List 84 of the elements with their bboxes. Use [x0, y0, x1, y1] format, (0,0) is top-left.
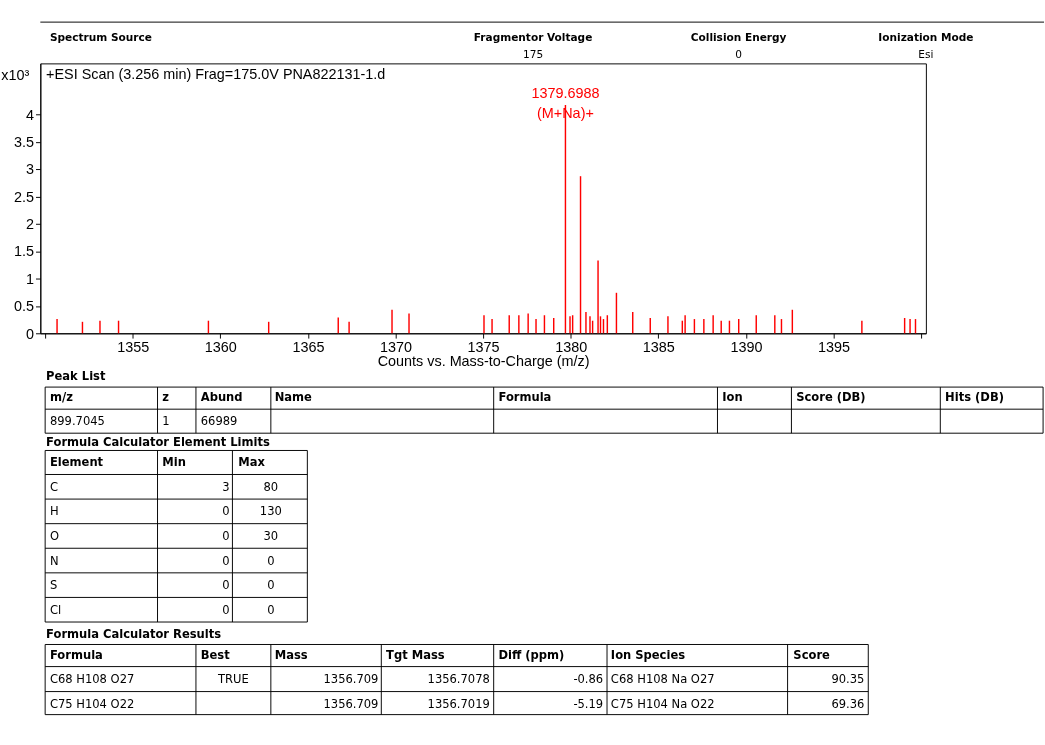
text: -5.19: [573, 696, 604, 711]
text: C75 H104 Na O22: [610, 696, 715, 711]
x-tick-label: 1365: [292, 339, 325, 356]
x-tick-label: 1355: [117, 339, 150, 356]
y-tick-label: 0.5: [14, 298, 35, 315]
text: 0: [222, 529, 230, 543]
text: 130: [259, 504, 282, 519]
text: Formula Calculator Element Limits: [46, 434, 270, 449]
text: 3: [222, 479, 230, 494]
text: Min: [162, 454, 186, 469]
y-tick-label: 3.5: [14, 133, 35, 150]
annotation: +ESI Scan (3.256 min) Frag=175.0V PNA822131-1.d: [46, 65, 386, 82]
y-tick-label: 1: [26, 270, 35, 287]
x-tick-label: 1360: [204, 339, 237, 356]
text: C75 H104 O22: [49, 696, 135, 711]
text: Diff (ppm): [498, 647, 565, 662]
text: O: [49, 529, 60, 543]
text: 1356.7019: [427, 696, 490, 711]
text: 0: [267, 578, 275, 593]
y-tick-label: 4: [26, 106, 35, 123]
x-tick-label: 1375: [467, 339, 500, 356]
text: 1: [162, 413, 170, 428]
text: 175: [522, 47, 544, 60]
text: z: [162, 390, 170, 405]
text: Tgt Mass: [386, 647, 445, 662]
x-tick-label: 1395: [817, 339, 850, 356]
text: H: [49, 504, 59, 519]
y-axis-title: x10³: [1, 67, 30, 84]
x-tick-label: 1380: [555, 339, 588, 356]
text: C68 H108 Na O27: [610, 671, 715, 686]
text: C: [49, 479, 58, 494]
text: -0.86: [573, 671, 604, 686]
text: Formula Calculator Results: [46, 626, 222, 641]
text: Ion: [722, 390, 743, 405]
text: 1356.7078: [427, 671, 490, 686]
text: m/z: [49, 390, 74, 405]
text: 1356.709: [323, 696, 379, 711]
text: Ionization Mode: [878, 31, 974, 44]
text: Esi: [918, 47, 934, 60]
text: Score (DB): [796, 390, 866, 405]
text: S: [49, 578, 58, 593]
text: Peak List: [46, 369, 106, 384]
text: Element: [49, 454, 104, 469]
text: 899.7045: [49, 413, 105, 428]
text: 80: [263, 479, 279, 494]
text: 0: [222, 578, 230, 593]
x-tick-label: 1385: [642, 339, 675, 356]
text: 0: [267, 602, 275, 617]
text: C68 H108 O27: [49, 671, 135, 686]
y-tick-label: 1.5: [14, 243, 35, 260]
y-tick-label: 3: [26, 161, 35, 178]
y-tick-label: 2: [26, 216, 35, 233]
text: N: [49, 553, 59, 568]
x-tick-label: 1390: [730, 339, 763, 356]
text: Formula: [498, 390, 552, 405]
annotation: 1379.6988: [531, 85, 600, 102]
text: Hits (DB): [945, 390, 1004, 405]
y-tick-label: 2.5: [14, 188, 35, 205]
y-tick-label: 0: [26, 325, 35, 342]
text: Abund: [200, 390, 243, 405]
text: 0: [267, 553, 275, 568]
text: 30: [263, 529, 279, 543]
text: 1356.709: [323, 671, 379, 686]
x-tick-label: 1370: [380, 339, 413, 356]
text: Mass: [274, 647, 308, 662]
text: Score: [793, 647, 831, 662]
text: Best: [200, 647, 231, 662]
text: Collision Energy: [690, 31, 787, 44]
x-axis-title: Counts vs. Mass-to-Charge (m/z): [377, 353, 590, 370]
text: 0: [222, 504, 230, 519]
text: 66989: [200, 413, 238, 428]
text: Max: [238, 454, 266, 469]
text: 0: [222, 602, 230, 617]
text: 0: [222, 553, 230, 568]
text: Ion Species: [610, 647, 686, 662]
text: Formula: [49, 647, 103, 662]
text: Fragmentor Voltage: [473, 31, 593, 44]
text: 90.35: [831, 671, 865, 686]
text: Spectrum Source: [49, 31, 152, 44]
text: 69.36: [831, 696, 865, 711]
text: Cl: [49, 602, 62, 617]
text: Name: [274, 390, 313, 405]
text: 0: [735, 47, 743, 60]
text: TRUE: [217, 671, 249, 686]
